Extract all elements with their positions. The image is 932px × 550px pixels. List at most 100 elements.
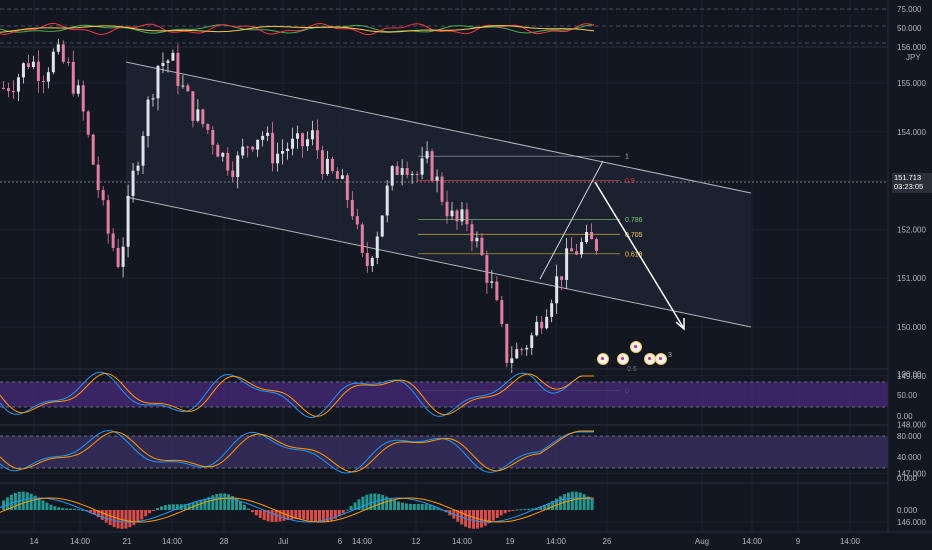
macd-bar bbox=[586, 496, 590, 510]
macd-bar bbox=[49, 504, 53, 510]
time-axis-label: 14:00 bbox=[452, 537, 473, 546]
macd-bar bbox=[258, 510, 262, 519]
macd-bar bbox=[404, 503, 408, 510]
macd-bar bbox=[499, 510, 503, 516]
indicator-line bbox=[0, 24, 595, 34]
macd-bar bbox=[393, 499, 397, 510]
channel-upper-line[interactable] bbox=[125, 61, 752, 194]
candle-body bbox=[236, 155, 240, 178]
swing-line[interactable] bbox=[539, 160, 604, 280]
macd-bar bbox=[369, 493, 373, 510]
macd-bar bbox=[353, 502, 357, 510]
candle-body bbox=[136, 165, 140, 171]
macd-bar bbox=[294, 510, 298, 520]
candle-body bbox=[146, 99, 150, 137]
top-indicator-panel[interactable] bbox=[0, 8, 888, 44]
countdown-timer: 03:23:05 bbox=[894, 182, 924, 191]
candle-body bbox=[305, 139, 309, 147]
macd-bar bbox=[262, 510, 266, 521]
event-badge-1[interactable] bbox=[597, 353, 609, 365]
macd-bar bbox=[171, 504, 175, 510]
macd-bar bbox=[333, 510, 337, 519]
top-panel-axis-label: 75.000 bbox=[897, 5, 922, 14]
candle-body bbox=[171, 52, 175, 61]
macd-panel[interactable] bbox=[0, 491, 595, 529]
candle-body bbox=[530, 335, 534, 348]
channel-lower-line[interactable] bbox=[125, 196, 752, 328]
candle-body bbox=[261, 135, 265, 140]
candle-body bbox=[256, 139, 260, 150]
stoch-panel[interactable] bbox=[0, 430, 888, 474]
macd-bar bbox=[306, 510, 310, 520]
macd-bar bbox=[92, 510, 96, 515]
candle-body bbox=[595, 239, 599, 251]
event-badge-5[interactable] bbox=[655, 353, 667, 365]
candlestick-series bbox=[2, 38, 599, 373]
candle-body bbox=[206, 124, 210, 130]
candle-body bbox=[575, 251, 579, 255]
current-price-value: 151.713 bbox=[894, 173, 922, 182]
candle-body bbox=[535, 321, 539, 336]
time-axis[interactable] bbox=[0, 532, 932, 550]
price-axis-label: 152.000 bbox=[897, 225, 926, 234]
projection-arrow[interactable] bbox=[594, 181, 685, 331]
macd-bar bbox=[77, 509, 81, 511]
stoch-lines bbox=[0, 430, 594, 474]
candle-body bbox=[410, 173, 414, 175]
candle-body bbox=[565, 248, 569, 280]
macd-bar bbox=[515, 509, 519, 511]
macd-bar bbox=[227, 494, 231, 510]
candle-body bbox=[186, 85, 190, 92]
rsi-panel[interactable] bbox=[0, 371, 888, 419]
macd-bar bbox=[242, 504, 246, 510]
candle-body bbox=[6, 88, 10, 91]
price-axis-label: 151.000 bbox=[897, 274, 926, 283]
macd-bar bbox=[219, 493, 223, 510]
candle-body bbox=[560, 276, 564, 280]
macd-bar bbox=[132, 510, 136, 526]
candle-body bbox=[350, 199, 354, 217]
macd-bar bbox=[207, 496, 211, 510]
candle-body bbox=[360, 224, 364, 253]
macd-bar bbox=[128, 510, 132, 528]
macd-bar bbox=[428, 504, 432, 510]
event-badge-3[interactable] bbox=[630, 341, 642, 353]
candle-body bbox=[585, 231, 589, 243]
macd-bar bbox=[325, 510, 329, 522]
macd-bar bbox=[73, 508, 77, 510]
price-axis[interactable] bbox=[888, 0, 932, 532]
candle-body bbox=[315, 130, 319, 151]
candle-body bbox=[21, 63, 25, 78]
macd-bar bbox=[25, 492, 29, 510]
candle-body bbox=[435, 176, 439, 181]
macd-bar bbox=[361, 496, 365, 510]
event-badge-2[interactable] bbox=[617, 353, 629, 365]
macd-bar bbox=[9, 494, 13, 510]
time-axis-label: 19 bbox=[506, 537, 515, 546]
macd-bar bbox=[412, 504, 416, 510]
price-axis-label: 148.000 bbox=[897, 421, 926, 430]
candle-body bbox=[51, 51, 55, 73]
macd-bar bbox=[148, 510, 152, 514]
candle-body bbox=[26, 63, 30, 68]
candle-body bbox=[425, 151, 429, 159]
macd-bar bbox=[37, 497, 41, 510]
macd-bar bbox=[523, 508, 527, 510]
oscillator-line bbox=[0, 372, 594, 417]
time-axis-labels: 14 14:00 21 14:00 28 Jul 6 14:00 12 14:00 19 14:00 2… bbox=[30, 537, 861, 546]
macd-bar bbox=[574, 491, 578, 510]
candle-body bbox=[555, 276, 559, 304]
macd-line bbox=[0, 497, 595, 523]
candle-body bbox=[111, 233, 115, 248]
time-axis-label: 9 bbox=[796, 537, 801, 546]
macd-bar bbox=[223, 493, 227, 510]
candle-body bbox=[460, 209, 464, 222]
candle-body bbox=[91, 134, 95, 165]
price-axis-label: 147.000 bbox=[897, 469, 926, 478]
indicator-line bbox=[0, 25, 595, 33]
macd-bar bbox=[231, 495, 235, 510]
candle-body bbox=[46, 72, 50, 82]
macd-bar bbox=[41, 500, 45, 510]
